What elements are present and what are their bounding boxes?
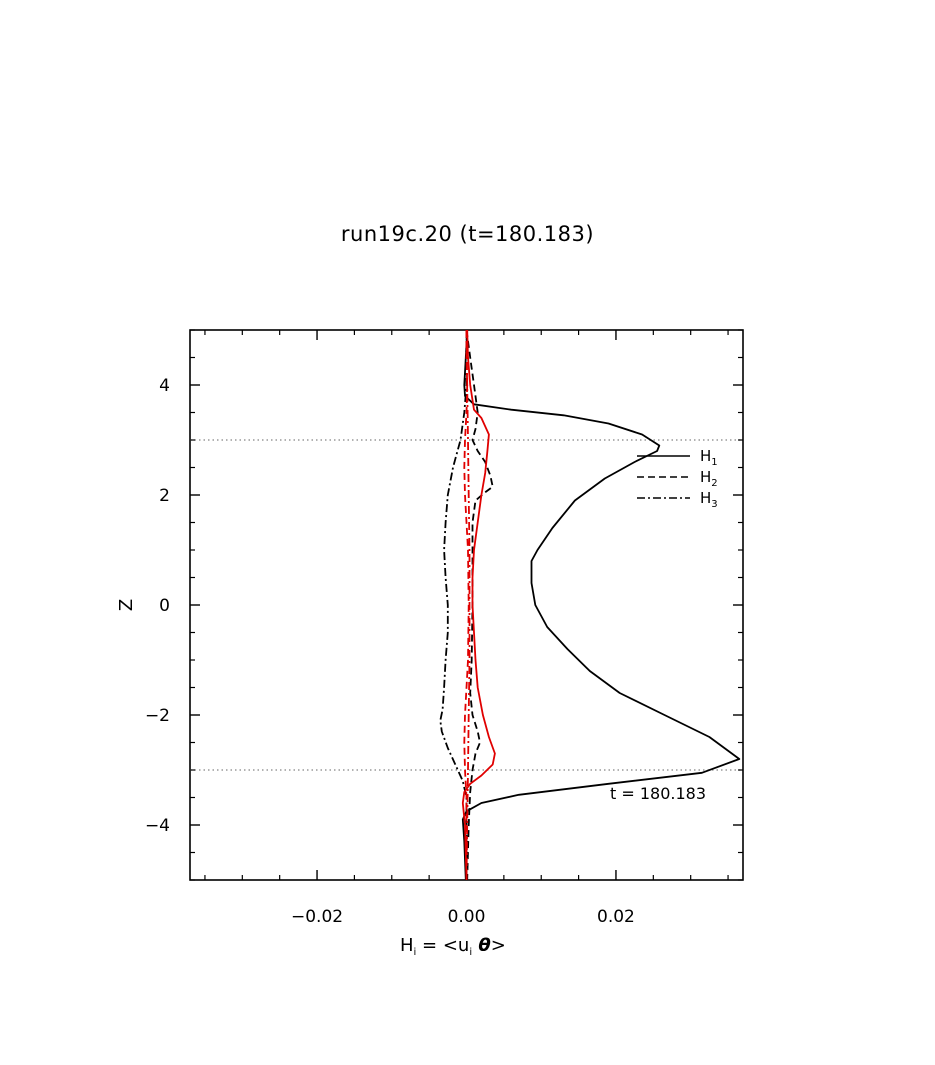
series-line-red-dashed bbox=[463, 330, 470, 880]
x-label-end: > bbox=[491, 935, 506, 956]
y-tick-label: −4 bbox=[145, 816, 170, 836]
series-line-red-dashdot bbox=[465, 329, 471, 881]
legend-label-sub: 3 bbox=[711, 499, 717, 510]
x-label-H: H bbox=[400, 935, 414, 956]
x-label-sub-i: i bbox=[414, 947, 417, 958]
x-tick-label: 0.02 bbox=[597, 907, 635, 927]
legend-label-main: H bbox=[700, 489, 711, 507]
series-layer bbox=[439, 329, 741, 881]
series-line-red-solid bbox=[461, 329, 496, 881]
legend-label-sub: 2 bbox=[711, 478, 717, 489]
x-tick-label: 0.00 bbox=[448, 907, 486, 927]
series-line-h3 bbox=[439, 330, 468, 880]
legend-label-main: H bbox=[700, 468, 711, 486]
y-tick-label: −2 bbox=[145, 706, 170, 726]
legend-label-main: H bbox=[700, 447, 711, 465]
y-axis-label: Z bbox=[116, 599, 137, 611]
chart-title: run19c.20 (t=180.183) bbox=[340, 222, 595, 246]
reference-lines bbox=[190, 439, 743, 771]
y-tick-label: 0 bbox=[159, 596, 170, 616]
axis-ticks: −0.02 0.00 0.02 −4 −2 0 2 4 bbox=[145, 329, 743, 927]
legend-label: H2 bbox=[700, 468, 718, 489]
x-label-sub-i2: i bbox=[469, 947, 472, 958]
x-label-rest: = <u bbox=[416, 935, 469, 956]
legend-label: H1 bbox=[700, 447, 718, 468]
time-annotation: t = 180.183 bbox=[610, 784, 706, 803]
y-tick-label: 2 bbox=[159, 486, 170, 506]
series-line-h1 bbox=[461, 329, 741, 881]
legend-label: H3 bbox=[700, 489, 718, 510]
x-axis-label: Hi = <ui θ> bbox=[400, 935, 506, 958]
legend-label-sub: 1 bbox=[711, 457, 717, 468]
x-label-theta: θ bbox=[472, 935, 491, 956]
y-tick-label: 4 bbox=[159, 376, 170, 396]
series-line-h2 bbox=[465, 329, 494, 881]
x-tick-label: −0.02 bbox=[291, 907, 343, 927]
